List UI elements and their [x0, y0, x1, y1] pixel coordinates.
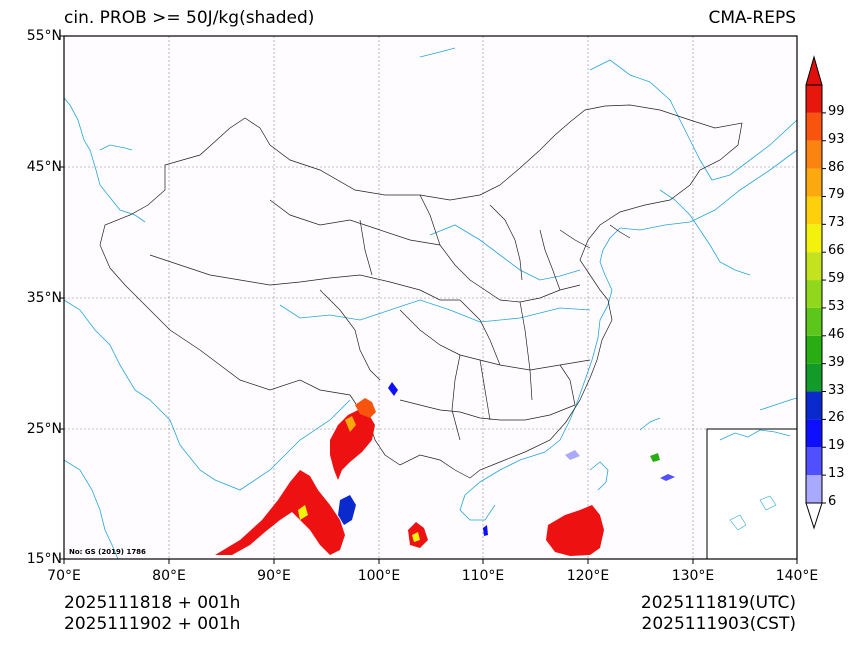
colorbar-label-66: 66	[828, 243, 845, 259]
lon-label-140: 140°E	[775, 568, 819, 584]
lat-label-35: 35°N	[26, 290, 62, 306]
colorbar-bin-19	[806, 419, 822, 448]
colorbar-bin-59	[806, 252, 822, 281]
colorbar-label-79: 79	[828, 187, 845, 203]
coastlines	[63, 47, 798, 560]
map-approval-note: No: GS (2019) 1786	[69, 548, 146, 556]
colorbar	[805, 55, 826, 530]
probability-shading	[215, 382, 790, 556]
colorbar-bin-33	[806, 363, 822, 392]
colorbar-bin-99	[806, 85, 822, 113]
lon-label-120: 120°E	[566, 568, 610, 584]
colorbar-label-73: 73	[828, 215, 845, 231]
colorbar-lower-arrow	[805, 502, 823, 530]
colorbar-bin-39	[806, 335, 822, 364]
colorbar-bin-46	[806, 307, 822, 336]
admin-borders	[99, 104, 743, 479]
init-time-cst: 2025111902 + 001h	[64, 614, 241, 634]
colorbar-label-26: 26	[828, 410, 845, 426]
colorbar-label-53: 53	[828, 298, 845, 314]
lat-label-15: 15°N	[26, 551, 62, 567]
south-china-sea-inset	[706, 428, 798, 560]
colorbar-bin-13	[806, 447, 822, 476]
axis-ticks	[60, 35, 798, 564]
colorbar-frame	[805, 84, 823, 504]
colorbar-label-33: 33	[828, 382, 845, 398]
lon-label-80: 80°E	[152, 568, 186, 584]
lon-label-90: 90°E	[257, 568, 291, 584]
colorbar-label-99: 99	[828, 103, 845, 119]
model-name: CMA-REPS	[708, 8, 796, 28]
colorbar-label-6: 6	[828, 494, 837, 509]
lat-label-25: 25°N	[26, 421, 62, 437]
valid-time-utc: 2025111819(UTC)	[640, 593, 796, 613]
colorbar-bin-6	[806, 475, 822, 503]
init-time-utc: 2025111818 + 001h	[64, 593, 241, 613]
colorbar-bin-66	[806, 224, 822, 253]
colorbar-bin-73	[806, 196, 822, 225]
colorbar-bin-93	[806, 112, 822, 141]
colorbar-upper-arrow	[805, 55, 823, 86]
lon-label-70: 70°E	[47, 568, 81, 584]
colorbar-bin-26	[806, 391, 822, 420]
colorbar-label-46: 46	[828, 326, 845, 342]
graticule	[64, 36, 797, 559]
colorbar-label-39: 39	[828, 354, 845, 370]
colorbar-label-93: 93	[828, 131, 845, 147]
lon-label-100: 100°E	[357, 568, 401, 584]
lat-label-45: 45°N	[26, 159, 62, 175]
map-title: cin. PROB >= 50J/kg(shaded)	[64, 8, 315, 28]
lat-label-55: 55°N	[26, 28, 62, 44]
colorbar-bin-79	[806, 168, 822, 197]
colorbar-bin-53	[806, 280, 822, 308]
colorbar-label-86: 86	[828, 159, 845, 175]
valid-time-cst: 2025111903(CST)	[641, 614, 796, 634]
colorbar-bin-86	[806, 140, 822, 169]
colorbar-label-19: 19	[828, 438, 845, 454]
lon-label-110: 110°E	[461, 568, 505, 584]
map-plot-area	[64, 36, 797, 559]
lon-label-130: 130°E	[671, 568, 715, 584]
colorbar-label-59: 59	[828, 271, 845, 287]
colorbar-label-13: 13	[828, 466, 845, 482]
